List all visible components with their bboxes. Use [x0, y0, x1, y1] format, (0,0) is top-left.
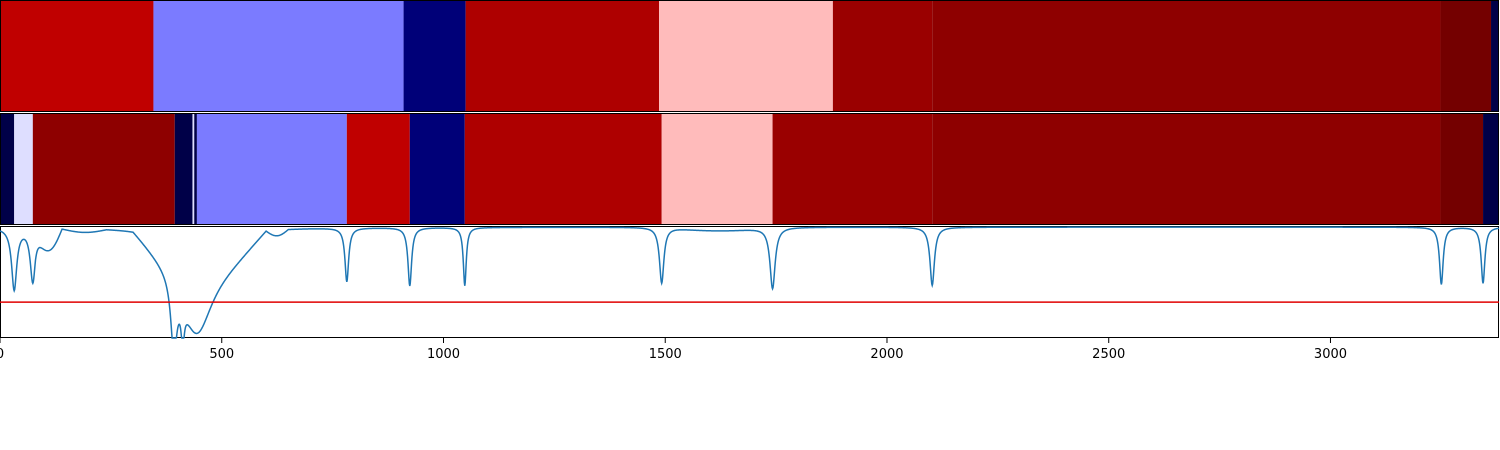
band-row-frame	[0, 113, 1499, 225]
x-axis: 0 500 1000 1500 2000 2500 3000	[0, 338, 1347, 362]
band-segment	[932, 0, 1441, 112]
band-segment	[772, 113, 933, 225]
x-tick-label: 1000	[427, 347, 460, 362]
band-segment	[0, 0, 154, 112]
band-segment	[1440, 0, 1492, 112]
band-segment	[14, 113, 33, 225]
band-segment	[174, 113, 193, 225]
x-tick-label: 2500	[1092, 347, 1125, 362]
band-segment	[1483, 113, 1499, 225]
x-tick-label: 1500	[649, 347, 682, 362]
band-segment	[465, 0, 660, 112]
x-tick-label: 2000	[870, 347, 903, 362]
band-row-frame	[0, 0, 1499, 112]
band-segment	[1491, 0, 1499, 112]
x-tick-label: 0	[0, 347, 4, 362]
band-segment	[832, 0, 933, 112]
band-segment	[403, 0, 466, 112]
band-segment	[464, 113, 662, 225]
band-segment	[661, 113, 773, 225]
band-segment	[194, 113, 197, 225]
band-segment	[932, 113, 1441, 225]
band-segment	[153, 0, 404, 112]
band-segment	[346, 113, 410, 225]
band-segment	[192, 113, 195, 225]
band-row-1	[0, 0, 1499, 112]
band-segment	[196, 113, 347, 225]
band-segment	[0, 113, 15, 225]
series-line	[0, 226, 1500, 339]
band-row-2	[0, 113, 1499, 225]
band-segment	[409, 113, 465, 225]
band-segment	[32, 113, 175, 225]
line-panel-frame	[0, 226, 1499, 338]
x-tick-label: 500	[209, 347, 234, 362]
band-segment	[659, 0, 833, 112]
band-segment	[1440, 113, 1484, 225]
x-tick-label: 3000	[1314, 347, 1347, 362]
line-panel	[0, 226, 1500, 339]
